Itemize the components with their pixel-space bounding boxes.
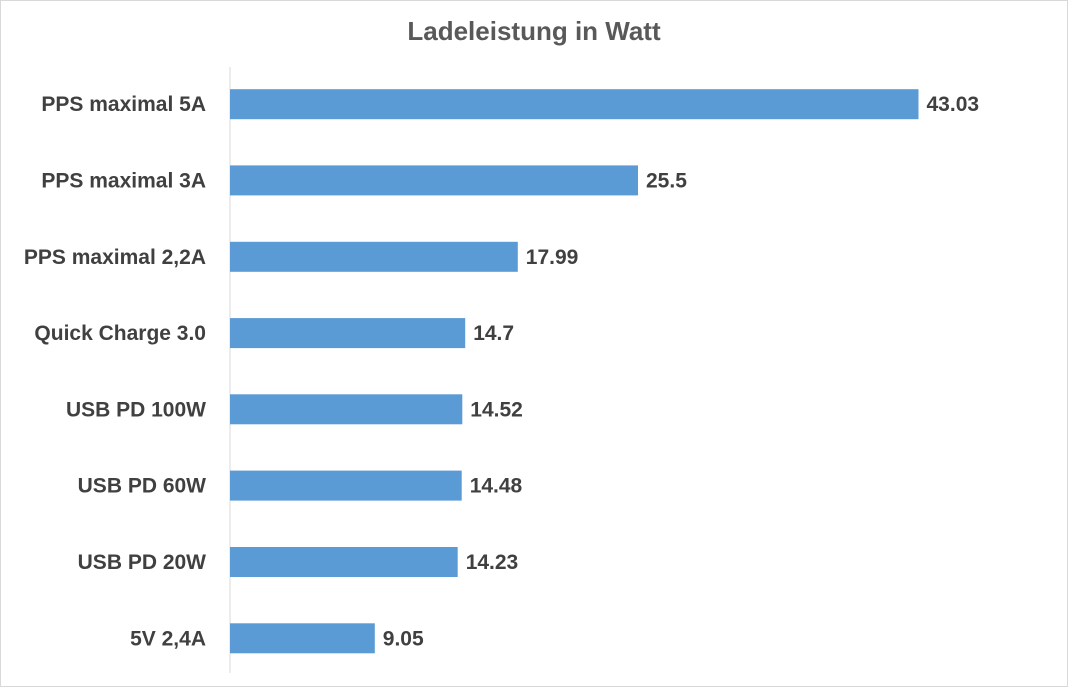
bar xyxy=(230,623,375,654)
category-label: 5V 2,4A xyxy=(130,627,206,650)
value-label: 17.99 xyxy=(526,246,579,269)
bar xyxy=(230,165,638,196)
bar xyxy=(230,547,458,577)
bar xyxy=(230,241,518,272)
bar xyxy=(230,470,462,501)
category-label: USB PD 100W xyxy=(66,398,206,421)
value-label: 14.52 xyxy=(470,398,523,421)
category-label: USB PD 60W xyxy=(78,475,207,498)
value-label: 43.03 xyxy=(927,93,980,116)
category-label: Quick Charge 3.0 xyxy=(34,322,206,345)
category-label: USB PD 20W xyxy=(78,551,207,574)
value-label: 9.05 xyxy=(383,627,424,650)
value-label: 25.5 xyxy=(646,169,687,192)
value-label: 14.23 xyxy=(466,551,519,574)
value-label: 14.48 xyxy=(470,475,523,498)
category-label: PPS maximal 5A xyxy=(41,93,206,116)
bar xyxy=(230,89,919,120)
chart-title: Ladeleistung in Watt xyxy=(407,16,661,46)
bar xyxy=(230,394,463,425)
bars-group: PPS maximal 5A 43.03 PPS maximal 3A 25.5 PPS… xyxy=(24,89,980,654)
category-label: PPS maximal 3A xyxy=(41,169,206,192)
value-label: 14.7 xyxy=(473,322,514,345)
category-label: PPS maximal 2,2A xyxy=(24,246,206,269)
bar xyxy=(230,318,466,349)
